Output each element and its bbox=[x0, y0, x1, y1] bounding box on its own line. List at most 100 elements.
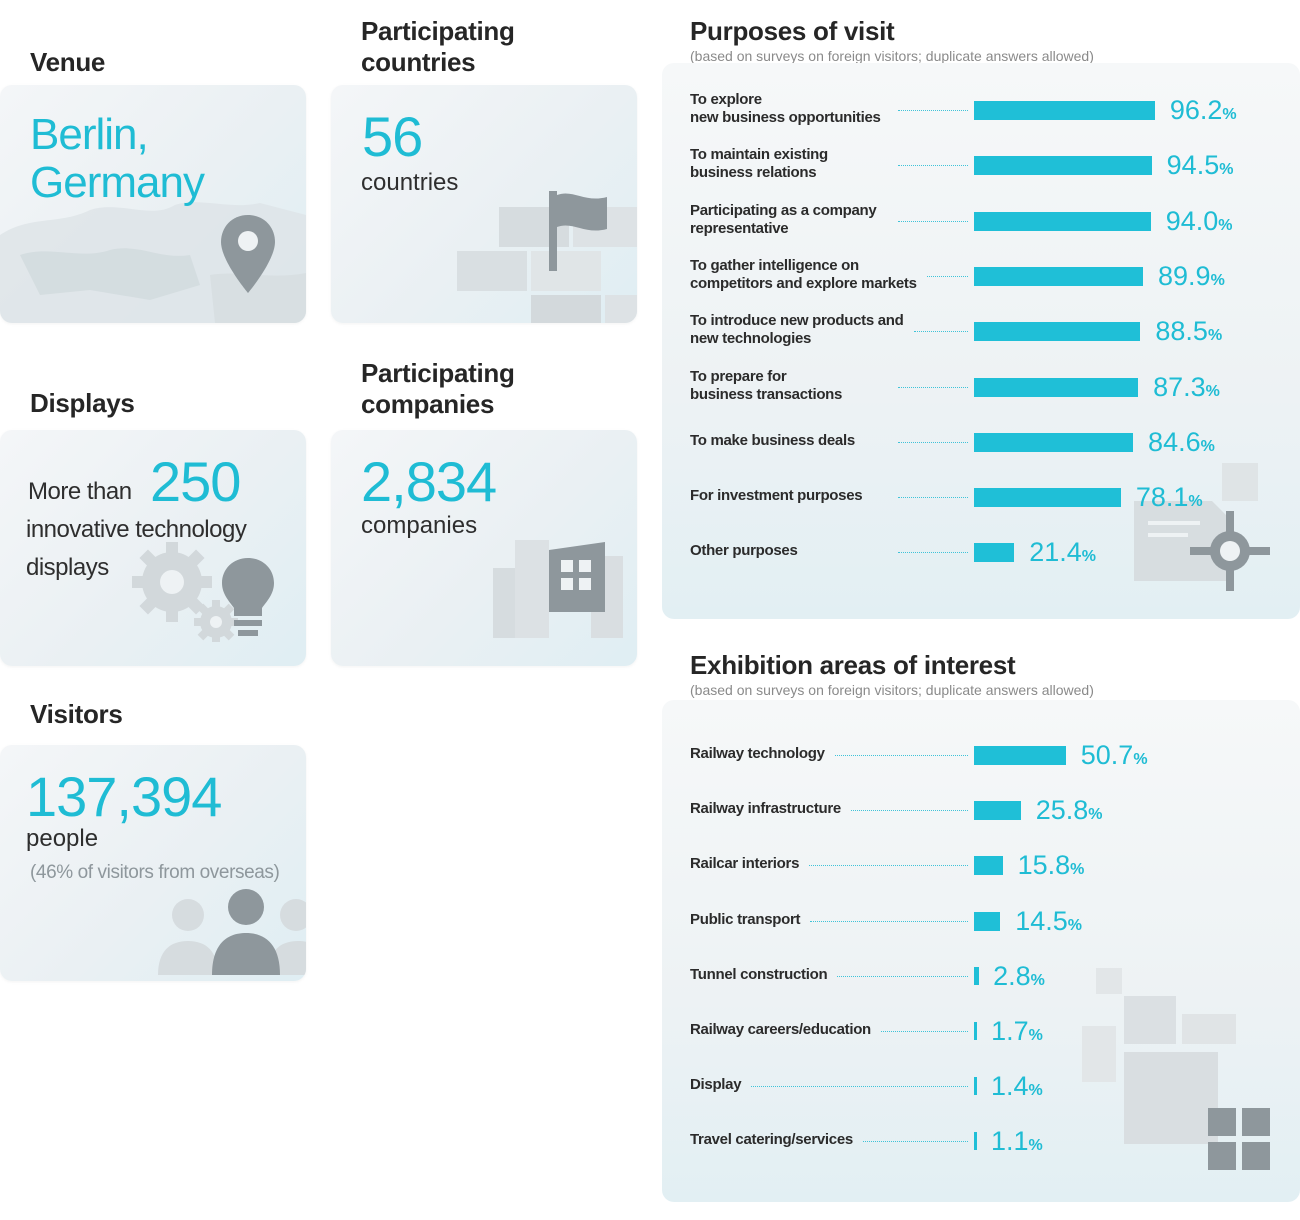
bar-leader-dots bbox=[913, 331, 968, 333]
bar-leader-dots bbox=[926, 275, 968, 277]
bar-value-unit: % bbox=[1218, 216, 1233, 234]
bar-label-line: To explore bbox=[690, 91, 762, 108]
visitors-value: 137,394 bbox=[26, 765, 222, 828]
bar-label: To gather intelligence on competitors and… bbox=[690, 257, 917, 293]
companies-card: 2,834 companies bbox=[331, 430, 637, 666]
bar-value-number: 84.6 bbox=[1148, 426, 1201, 457]
bar-value-label: 89.9% bbox=[1158, 261, 1225, 296]
bar bbox=[974, 488, 1121, 508]
bar-leader-dots bbox=[834, 755, 968, 756]
bar-label-line: Railway careers/education bbox=[690, 1021, 871, 1038]
companies-value: 2,834 bbox=[361, 450, 497, 513]
flag-icon bbox=[549, 191, 607, 271]
displays-line2: innovative technology bbox=[26, 516, 247, 543]
bar-value-unit: % bbox=[1207, 327, 1223, 345]
bar-value-number: 94.5 bbox=[1166, 150, 1220, 181]
bar-value-number: 21.4 bbox=[1029, 537, 1082, 568]
people-icon bbox=[158, 889, 306, 975]
bar-label-line: Public transport bbox=[690, 910, 801, 928]
countries-value: 56 bbox=[362, 105, 423, 168]
bar-label-line: new technologies bbox=[690, 330, 812, 348]
bar-leader-dots bbox=[898, 110, 968, 111]
document-icon bbox=[1134, 463, 1258, 581]
bar-value-label: 88.5% bbox=[1155, 316, 1222, 351]
bar bbox=[974, 266, 1143, 286]
bar-label: Travel catering/services bbox=[690, 1131, 853, 1149]
bar bbox=[974, 211, 1151, 231]
areas-chart-card: Railway technology 50.7% Railway infrastru… bbox=[662, 700, 1300, 1202]
bar-value-label: 50.7% bbox=[1081, 740, 1148, 775]
venue-card: Berlin, Germany bbox=[0, 85, 306, 323]
bar-value-unit: % bbox=[1070, 861, 1085, 879]
visitors-unit: people bbox=[26, 825, 99, 852]
bar bbox=[974, 801, 1021, 821]
bar-value-number: 96.2 bbox=[1169, 95, 1223, 125]
bar-label: For investment purposes bbox=[690, 487, 863, 505]
bar-leader-dots bbox=[809, 865, 968, 867]
displays-value: 250 bbox=[150, 450, 241, 513]
bar-leader-dots bbox=[837, 975, 968, 977]
bar-value-label: 14.5% bbox=[1015, 906, 1082, 941]
bar-value-label: 21.4% bbox=[1029, 537, 1096, 572]
bar-value-number: 94.0 bbox=[1165, 205, 1219, 236]
bar-value-number: 25.8 bbox=[1035, 795, 1089, 826]
bar bbox=[974, 1132, 977, 1151]
countries-unit: countries bbox=[361, 169, 459, 196]
bar-leader-dots bbox=[850, 810, 968, 812]
bar-leader-dots bbox=[898, 165, 968, 167]
bar-value-label: 1.4% bbox=[991, 1071, 1043, 1106]
bar bbox=[974, 966, 980, 985]
bar-label: Railway technology bbox=[690, 745, 825, 763]
bar bbox=[974, 322, 1141, 342]
bar-label-line: Travel catering/services bbox=[690, 1131, 853, 1149]
bar-label: Tunnel construction bbox=[690, 965, 828, 984]
bar-value-label: 1.7% bbox=[991, 1016, 1043, 1051]
visitors-heading: Visitors bbox=[30, 699, 123, 729]
brick-wall-graphic bbox=[457, 207, 637, 323]
bar-value-unit: % bbox=[1222, 106, 1237, 123]
bar-label-line: Tunnel construction bbox=[690, 965, 828, 983]
bar-value-number: 89.9 bbox=[1158, 260, 1211, 291]
bar-label-line: To gather intelligence on bbox=[690, 256, 859, 274]
bar-label-line: business relations bbox=[690, 164, 817, 182]
bar-label: Railway infrastructure bbox=[690, 800, 841, 818]
bar-leader-dots bbox=[898, 441, 968, 443]
bar-label: Railcar interiors bbox=[690, 855, 799, 873]
bar-label-line: Display bbox=[690, 1076, 742, 1094]
bar-value-unit: % bbox=[1188, 493, 1203, 511]
countries-heading-line1: Participating bbox=[361, 16, 515, 46]
bar-value-unit: % bbox=[1067, 916, 1083, 934]
bar bbox=[974, 543, 1015, 563]
bar bbox=[974, 746, 1066, 765]
companies-unit: companies bbox=[361, 512, 478, 539]
bar-label-line: business transactions bbox=[690, 385, 843, 403]
bar-label: To introduce new products and new technol… bbox=[690, 312, 904, 348]
displays-prefix: More than bbox=[28, 478, 132, 505]
bar-value-unit: % bbox=[1200, 437, 1215, 455]
bar-leader-dots bbox=[898, 220, 968, 222]
bar-value-unit: % bbox=[1028, 1082, 1043, 1100]
bar-leader-dots bbox=[898, 386, 968, 388]
bar bbox=[974, 856, 1003, 876]
bar-value-unit: % bbox=[1205, 382, 1220, 400]
bar-value-number: 87.3 bbox=[1153, 371, 1206, 402]
bar-value-unit: % bbox=[1219, 161, 1234, 179]
bar-value-label: 15.8% bbox=[1018, 850, 1085, 885]
bar-value-label: 1.1% bbox=[991, 1126, 1043, 1161]
venue-city: Berlin, bbox=[30, 110, 149, 159]
bar-value-label: 94.5% bbox=[1167, 150, 1234, 185]
bar-leader-dots bbox=[898, 552, 968, 554]
purposes-chart-subtitle: (based on surveys on foreign visitors; d… bbox=[690, 48, 1094, 64]
bar-label: Other purposes bbox=[690, 542, 798, 560]
bar-label-line: To introduce new products and bbox=[690, 312, 904, 330]
bar-leader-dots bbox=[862, 1141, 968, 1143]
bar-label-line: representative bbox=[690, 219, 789, 237]
bar-label-line: new business opportunities bbox=[690, 109, 881, 126]
bar-value-number: 50.7 bbox=[1080, 740, 1134, 770]
bar-label-line: To maintain existing bbox=[690, 146, 828, 164]
venue-country: Germany bbox=[30, 158, 205, 207]
bar-value-label: 94.0% bbox=[1166, 206, 1233, 241]
bar-label: To make business deals bbox=[690, 432, 855, 450]
bar bbox=[974, 911, 1001, 931]
crosshair-icon bbox=[1190, 511, 1270, 591]
